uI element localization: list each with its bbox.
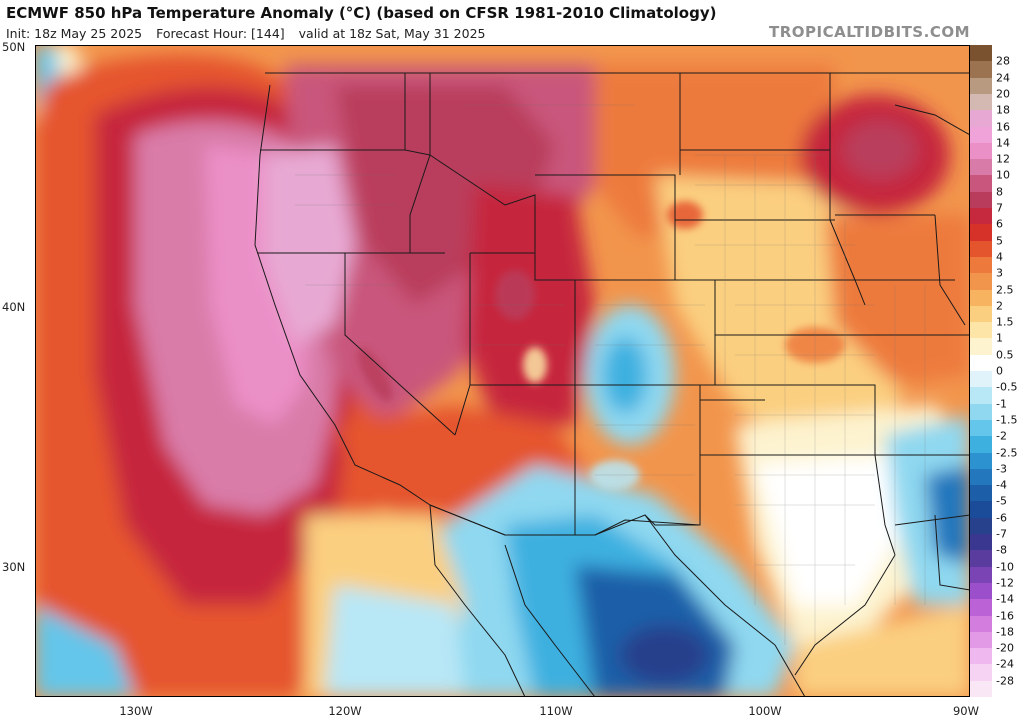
colorbar-swatch [970, 45, 992, 62]
colorbar-swatch [970, 436, 992, 453]
colorbar-label: 2 [996, 299, 1003, 313]
colorbar-label: -18 [996, 625, 1014, 639]
colorbar-label: -14 [996, 592, 1014, 606]
colorbar-swatch [970, 534, 992, 551]
colorbar-label: 5 [996, 234, 1003, 248]
colorbar-label: -1 [996, 397, 1007, 411]
colorbar-label: 10 [996, 168, 1010, 182]
colorbar-label: 1.5 [996, 315, 1014, 329]
colorbar-label: 4 [996, 250, 1003, 264]
colorbar-label: 1 [996, 331, 1003, 345]
anomaly-map [35, 45, 970, 697]
colorbar-swatch [970, 468, 992, 486]
colorbar-label: -24 [996, 657, 1014, 671]
colorbar-label: 20 [996, 87, 1010, 101]
colorbar-label: 6 [996, 217, 1003, 231]
colorbar-swatch [970, 110, 992, 127]
colorbar-label: 14 [996, 136, 1010, 150]
anomaly-field [35, 45, 970, 697]
colorbar-swatch [970, 77, 992, 95]
colorbar-swatch [970, 142, 992, 160]
colorbar-label: -1.5 [996, 413, 1018, 427]
colorbar-label: 3 [996, 266, 1003, 280]
map-frame [35, 45, 970, 697]
lon-label-110w: 110W [539, 704, 573, 718]
colorbar-label: -6 [996, 511, 1007, 525]
colorbar-swatch [970, 550, 992, 568]
colorbar-label: -5 [996, 494, 1007, 508]
init-time: Init: 18z May 25 2025 [6, 26, 143, 41]
colorbar-label: -2 [996, 429, 1007, 443]
colorbar-swatch [970, 371, 992, 388]
colorbar-swatch [970, 664, 992, 682]
brand-watermark: TROPICALTIDBITS.COM [769, 23, 970, 41]
valid-time: valid at 18z Sat, May 31 2025 [298, 26, 486, 41]
colorbar-swatch [970, 566, 992, 584]
colorbar-swatch [970, 501, 992, 519]
lon-label-130w: 130W [119, 704, 153, 718]
colorbar-label: 7 [996, 201, 1003, 215]
colorbar-label: 24 [996, 71, 1010, 85]
colorbar-label: -7 [996, 527, 1007, 541]
colorbar-swatch [970, 208, 992, 225]
colorbar-swatch [970, 452, 992, 470]
lon-label-120w: 120W [328, 704, 362, 718]
colorbar-label: 0.5 [996, 348, 1014, 362]
lon-label-100w: 100W [748, 704, 782, 718]
colorbar-label: -2.5 [996, 446, 1018, 459]
colorbar-swatch [970, 224, 992, 242]
colorbar-swatch [970, 273, 992, 290]
lat-label-50n: 50N [2, 40, 26, 54]
colorbar-label: 12 [996, 152, 1010, 166]
colorbar [970, 45, 992, 698]
colorbar-label: -20 [996, 641, 1014, 655]
colorbar-swatch [970, 648, 992, 665]
run-info: Init: 18z May 25 2025 Forecast Hour: [14… [6, 26, 496, 41]
colorbar-swatch [970, 615, 992, 633]
colorbar-swatch [970, 485, 992, 502]
colorbar-label: 18 [996, 103, 1010, 117]
colorbar-swatch [970, 517, 992, 535]
colorbar-swatch [970, 403, 992, 421]
colorbar-swatch [970, 191, 992, 209]
lat-label-30n: 30N [2, 560, 26, 574]
colorbar-swatch [970, 93, 992, 111]
colorbar-swatch [970, 631, 992, 649]
colorbar-label: -8 [996, 543, 1007, 557]
colorbar-label: 8 [996, 185, 1003, 199]
forecast-hour: Forecast Hour: [144] [156, 26, 285, 41]
colorbar-swatch [970, 322, 992, 339]
colorbar-swatch [970, 599, 992, 616]
colorbar-swatch [970, 305, 992, 323]
lon-label-90w: 90W [952, 704, 980, 718]
colorbar-label: 2.5 [996, 283, 1014, 296]
colorbar-label: -10 [996, 560, 1014, 574]
lat-label-40n: 40N [2, 300, 26, 314]
colorbar-swatch [970, 256, 992, 274]
colorbar-swatch [970, 387, 992, 405]
map-title: ECMWF 850 hPa Temperature Anomaly (°C) (… [6, 4, 717, 22]
colorbar-swatch [970, 680, 992, 698]
colorbar-label: -28 [996, 674, 1014, 688]
colorbar-swatch [970, 582, 992, 600]
colorbar-swatch [970, 338, 992, 356]
colorbar-label: 16 [996, 120, 1010, 133]
colorbar-label: 28 [996, 54, 1010, 68]
colorbar-swatch [970, 240, 992, 258]
colorbar-swatch [970, 419, 992, 437]
state-boundaries [254, 72, 970, 697]
colorbar-label: 0 [996, 364, 1003, 378]
colorbar-label: -12 [996, 576, 1014, 590]
county-lines [295, 104, 926, 645]
colorbar-swatch [970, 159, 992, 176]
colorbar-swatch [970, 126, 992, 144]
colorbar-label: -3 [996, 462, 1007, 476]
colorbar-swatch [970, 175, 992, 193]
colorbar-swatch [970, 354, 992, 372]
colorbar-swatch [970, 289, 992, 307]
colorbar-label: -0.5 [996, 380, 1018, 394]
colorbar-label: -4 [996, 478, 1007, 492]
colorbar-label: -16 [996, 609, 1014, 622]
colorbar-swatch [970, 61, 992, 79]
